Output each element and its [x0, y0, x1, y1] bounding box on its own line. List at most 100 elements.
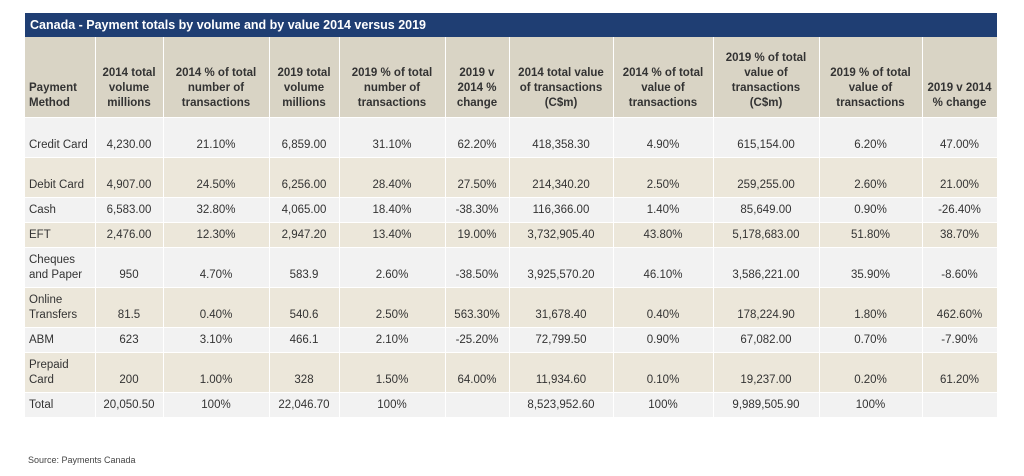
table-cell: 2.50% [339, 286, 446, 327]
table-cell: 200 [95, 351, 164, 392]
column-header: 2019 % of total value of transactions [819, 37, 923, 117]
table-cell: 0.40% [163, 286, 270, 327]
table-cell: 100% [163, 391, 270, 417]
table-cell: 21.10% [163, 116, 270, 157]
table-cell: 615,154.00 [713, 116, 820, 157]
table-row: Online Transfers 81.5 0.40% 540.6 2.50% … [25, 286, 998, 327]
table-cell: 35.90% [819, 246, 923, 287]
table-cell: 64.00% [445, 351, 510, 392]
source-note: Source: Payments Canada [28, 455, 136, 465]
table-cell: 6,859.00 [269, 116, 340, 157]
table-row: Debit Card 4,907.00 24.50% 6,256.00 28.4… [25, 156, 998, 197]
column-header: Payment Method [25, 37, 96, 117]
table-cell: 20,050.50 [95, 391, 164, 417]
table-cell: -7.90% [922, 326, 998, 352]
table-cell: 462.60% [922, 286, 998, 327]
table-cell: 100% [819, 391, 923, 417]
column-header: 2019 v 2014 % change [922, 37, 998, 117]
payment-method-cell: Cheques and Paper [25, 246, 96, 287]
table-cell: 38.70% [922, 221, 998, 247]
table-cell: 31.10% [339, 116, 446, 157]
table-cell: 1.50% [339, 351, 446, 392]
table-cell: 100% [339, 391, 446, 417]
payment-method-cell: Prepaid Card [25, 351, 96, 392]
table-cell [922, 391, 998, 417]
table-cell: 8,523,952.60 [509, 391, 614, 417]
table-cell: 0.40% [613, 286, 714, 327]
table-cell: 3,586,221.00 [713, 246, 820, 287]
table-row: Credit Card 4,230.00 21.10% 6,859.00 31.… [25, 116, 998, 157]
table-cell: 62.20% [445, 116, 510, 157]
table-cell: -25.20% [445, 326, 510, 352]
table-cell: 61.20% [922, 351, 998, 392]
payment-totals-table-container: Canada - Payment totals by volume and by… [25, 13, 998, 417]
table-cell: 6,256.00 [269, 156, 340, 197]
table-cell: 27.50% [445, 156, 510, 197]
table-cell: 1.40% [613, 196, 714, 222]
column-header: 2019 % of total value of transactions (C… [713, 37, 820, 117]
table-cell: 950 [95, 246, 164, 287]
table-cell: 47.00% [922, 116, 998, 157]
table-cell: -38.30% [445, 196, 510, 222]
table-cell [445, 391, 510, 417]
table-cell: 46.10% [613, 246, 714, 287]
table-cell: 623 [95, 326, 164, 352]
table-cell: 2.10% [339, 326, 446, 352]
table-cell: 1.00% [163, 351, 270, 392]
table-cell: 18.40% [339, 196, 446, 222]
table-cell: 24.50% [163, 156, 270, 197]
table-cell: 6.20% [819, 116, 923, 157]
header-row: Payment Method 2014 total volume million… [25, 37, 998, 117]
table-cell: 11,934.60 [509, 351, 614, 392]
table-cell: 13.40% [339, 221, 446, 247]
column-header: 2014 % of total number of transactions [163, 37, 270, 117]
table-cell: 2,947.20 [269, 221, 340, 247]
column-header: 2014 % of total value of transactions [613, 37, 714, 117]
column-header: 2014 total value of transactions (C$m) [509, 37, 614, 117]
table-row-total: Total 20,050.50 100% 22,046.70 100% 8,52… [25, 391, 998, 417]
table-cell: 6,583.00 [95, 196, 164, 222]
payment-method-cell: Credit Card [25, 116, 96, 157]
table-cell: 328 [269, 351, 340, 392]
column-header: 2019 total volume millions [269, 37, 340, 117]
table-cell: 259,255.00 [713, 156, 820, 197]
table-cell: 4,907.00 [95, 156, 164, 197]
table-cell: 31,678.40 [509, 286, 614, 327]
table-cell: 81.5 [95, 286, 164, 327]
table-cell: 583.9 [269, 246, 340, 287]
table-cell: 3,925,570.20 [509, 246, 614, 287]
table-cell: 0.10% [613, 351, 714, 392]
table-cell: 4,065.00 [269, 196, 340, 222]
table-cell: 2.60% [819, 156, 923, 197]
payment-method-cell: Online Transfers [25, 286, 96, 327]
column-header: 2019 v 2014 % change [445, 37, 510, 117]
table-cell: 32.80% [163, 196, 270, 222]
table-cell: 2.50% [613, 156, 714, 197]
table-row: Cheques and Paper 950 4.70% 583.9 2.60% … [25, 246, 998, 287]
column-header: 2019 % of total number of transactions [339, 37, 446, 117]
table-cell: 563.30% [445, 286, 510, 327]
table-cell: 2.60% [339, 246, 446, 287]
table-cell: 3.10% [163, 326, 270, 352]
table-cell: 418,358.30 [509, 116, 614, 157]
payment-method-cell: Cash [25, 196, 96, 222]
table-cell: 178,224.90 [713, 286, 820, 327]
payment-method-cell: Debit Card [25, 156, 96, 197]
table-cell: -26.40% [922, 196, 998, 222]
table-cell: 19.00% [445, 221, 510, 247]
table-cell: 4,230.00 [95, 116, 164, 157]
table-cell: 540.6 [269, 286, 340, 327]
table-cell: 0.90% [613, 326, 714, 352]
table-cell: 12.30% [163, 221, 270, 247]
payment-method-cell: ABM [25, 326, 96, 352]
table-cell: 0.20% [819, 351, 923, 392]
table-cell: 67,082.00 [713, 326, 820, 352]
table-row: EFT 2,476.00 12.30% 2,947.20 13.40% 19.0… [25, 221, 998, 247]
payment-totals-table: Payment Method 2014 total volume million… [25, 37, 998, 417]
table-cell: 9,989,505.90 [713, 391, 820, 417]
table-cell: 466.1 [269, 326, 340, 352]
table-cell: 4.70% [163, 246, 270, 287]
table-cell: 3,732,905.40 [509, 221, 614, 247]
payment-method-cell: Total [25, 391, 96, 417]
table-cell: 116,366.00 [509, 196, 614, 222]
